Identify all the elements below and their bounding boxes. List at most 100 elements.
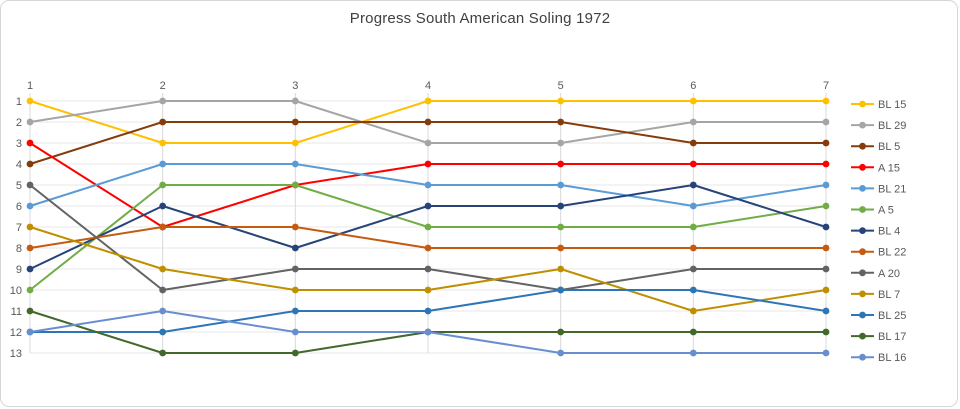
legend-swatch-marker-bl-5	[859, 142, 866, 150]
data-point-a-5-race-3	[291, 181, 299, 189]
x-tick-label: 2	[160, 80, 166, 92]
legend-item-a-20: A 20	[851, 268, 900, 280]
legend-swatch-marker-bl-17	[859, 332, 866, 340]
data-point-bl-16-race-7	[822, 349, 830, 357]
legend-item-bl-29: BL 29	[851, 120, 906, 132]
data-point-bl-21-race-6	[689, 202, 697, 210]
data-point-bl-25-race-5	[557, 286, 565, 294]
series-a-5	[26, 181, 830, 294]
data-point-bl-7-race-4	[424, 286, 432, 294]
x-tick-label: 7	[823, 80, 829, 92]
y-tick-label: 4	[16, 159, 22, 171]
data-point-bl-7-race-5	[557, 265, 565, 273]
data-point-bl-25-race-4	[424, 307, 432, 315]
data-point-bl-16-race-5	[557, 349, 565, 357]
y-tick-label: 7	[16, 222, 22, 234]
x-tick-label: 5	[558, 80, 564, 92]
series-bl-29	[26, 97, 830, 147]
y-tick-label: 10	[10, 285, 22, 297]
data-point-bl-17-race-6	[689, 328, 697, 336]
data-point-a-5-race-5	[557, 223, 565, 231]
data-point-bl-21-race-4	[424, 181, 432, 189]
data-point-bl-17-race-2	[159, 349, 167, 357]
data-point-bl-22-race-6	[689, 244, 697, 252]
data-point-bl-22-race-3	[291, 223, 299, 231]
legend-label-bl-16: BL 16	[878, 352, 906, 364]
data-point-bl-16-race-2	[159, 307, 167, 315]
legend-label-a-5: A 5	[878, 205, 894, 217]
series-bl-7	[26, 223, 830, 315]
data-point-bl-4-race-3	[291, 244, 299, 252]
y-tick-label: 12	[10, 327, 22, 339]
series-bl-4	[26, 181, 830, 273]
data-point-bl-29-race-3	[291, 97, 299, 105]
data-point-bl-29-race-6	[689, 118, 697, 126]
series-bl-16	[26, 307, 830, 357]
data-point-bl-4-race-6	[689, 181, 697, 189]
y-tick-label: 5	[16, 180, 22, 192]
data-point-bl-15-race-4	[424, 97, 432, 105]
data-point-a-15-race-6	[689, 160, 697, 168]
legend-item-bl-17: BL 17	[851, 331, 906, 343]
legend-item-bl-4: BL 4	[851, 226, 900, 238]
legend-label-bl-4: BL 4	[878, 226, 900, 238]
data-point-bl-16-race-4	[424, 328, 432, 336]
data-point-bl-5-race-7	[822, 139, 830, 147]
series-bl-21	[26, 160, 830, 210]
y-tick-label: 8	[16, 243, 22, 255]
data-point-a-15-race-5	[557, 160, 565, 168]
data-point-bl-21-race-1	[26, 202, 34, 210]
legend-swatch-marker-bl-29	[859, 121, 866, 129]
data-point-bl-25-race-6	[689, 286, 697, 294]
data-point-bl-15-race-1	[26, 97, 34, 105]
data-point-bl-7-race-7	[822, 286, 830, 294]
data-point-a-20-race-1	[26, 181, 34, 189]
data-point-bl-29-race-2	[159, 97, 167, 105]
series-a-20	[26, 181, 830, 294]
data-point-a-15-race-4	[424, 160, 432, 168]
data-point-bl-22-race-2	[159, 223, 167, 231]
data-point-bl-22-race-7	[822, 244, 830, 252]
legend-swatch-marker-a-20	[859, 269, 866, 277]
legend-item-bl-25: BL 25	[851, 310, 906, 322]
y-tick-label: 13	[10, 348, 22, 360]
data-point-bl-5-race-3	[291, 118, 299, 126]
legend-item-bl-7: BL 7	[851, 289, 900, 301]
data-point-a-15-race-1	[26, 139, 34, 147]
x-tick-label: 4	[425, 80, 431, 92]
data-point-a-20-race-6	[689, 265, 697, 273]
y-tick-label: 6	[16, 201, 22, 213]
data-point-bl-22-race-5	[557, 244, 565, 252]
data-point-bl-7-race-6	[689, 307, 697, 315]
data-point-a-5-race-6	[689, 223, 697, 231]
legend-label-bl-21: BL 21	[878, 183, 906, 195]
y-tick-label: 3	[16, 138, 22, 150]
y-tick-label: 11	[11, 306, 22, 318]
legend-swatch-marker-bl-25	[859, 311, 866, 319]
data-point-bl-29-race-1	[26, 118, 34, 126]
x-tick-label: 6	[690, 80, 696, 92]
x-tick-label: 1	[27, 80, 33, 92]
data-point-bl-29-race-5	[557, 139, 565, 147]
chart-title: Progress South American Soling 1972	[349, 10, 611, 27]
x-tick-label: 3	[292, 80, 298, 92]
data-point-a-5-race-4	[424, 223, 432, 231]
legend-swatch-marker-a-15	[859, 163, 866, 171]
data-point-bl-4-race-1	[26, 265, 34, 273]
legend-item-bl-21: BL 21	[851, 183, 906, 195]
data-point-a-20-race-7	[822, 265, 830, 273]
data-point-bl-17-race-1	[26, 307, 34, 315]
data-point-bl-29-race-7	[822, 118, 830, 126]
data-point-bl-22-race-1	[26, 244, 34, 252]
series-bl-22	[26, 223, 830, 252]
data-point-bl-4-race-4	[424, 202, 432, 210]
data-point-bl-25-race-3	[291, 307, 299, 315]
legend-label-a-20: A 20	[878, 268, 900, 280]
data-point-a-20-race-3	[291, 265, 299, 273]
data-point-bl-5-race-1	[26, 160, 34, 168]
data-point-bl-15-race-2	[159, 139, 167, 147]
data-point-a-5-race-2	[159, 181, 167, 189]
legend-item-bl-15: BL 15	[851, 99, 906, 111]
data-point-bl-21-race-2	[159, 160, 167, 168]
